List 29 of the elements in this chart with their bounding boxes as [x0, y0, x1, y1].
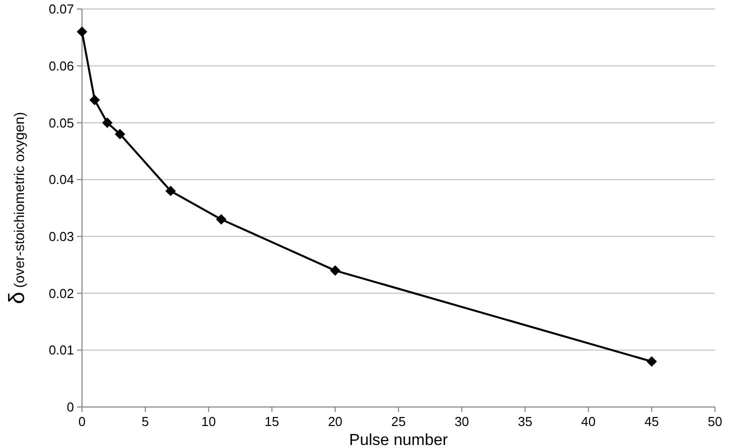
x-tick-label: 35	[518, 414, 532, 429]
y-tick-label: 0.03	[48, 228, 74, 244]
point	[646, 356, 657, 367]
x-axis-title: Pulse number	[349, 432, 449, 448]
y-tick-label: 0.05	[48, 115, 74, 130]
y-tick-label: 0.02	[48, 286, 74, 301]
x-tick-label: 45	[644, 414, 659, 429]
y-tick-label: 0.04	[48, 172, 74, 188]
point	[89, 94, 100, 106]
point	[76, 26, 88, 37]
point	[216, 214, 226, 225]
x-tick-label: 0	[78, 414, 86, 429]
x-tick-label: 5	[142, 414, 149, 429]
x-tick-label: 25	[391, 414, 406, 429]
point	[330, 265, 340, 276]
x-tick-label: 40	[581, 414, 596, 429]
x-tick-label: 10	[201, 414, 216, 429]
y-tick-label: 0	[66, 400, 74, 415]
x-tick-label: 20	[328, 414, 342, 429]
y-axis-title: δ (over-stoichiometric oxygen)	[4, 112, 29, 304]
y-tick-label: 0.06	[48, 58, 74, 74]
y-tick-label: 0.07	[48, 2, 74, 17]
x-tick-label: 15	[264, 414, 280, 429]
y-tick-label: 0.01	[48, 342, 74, 358]
point	[165, 186, 176, 196]
x-tick-label: 30	[454, 414, 470, 429]
point	[114, 128, 126, 140]
point	[102, 117, 113, 128]
x-tick-label: 50	[708, 414, 722, 429]
